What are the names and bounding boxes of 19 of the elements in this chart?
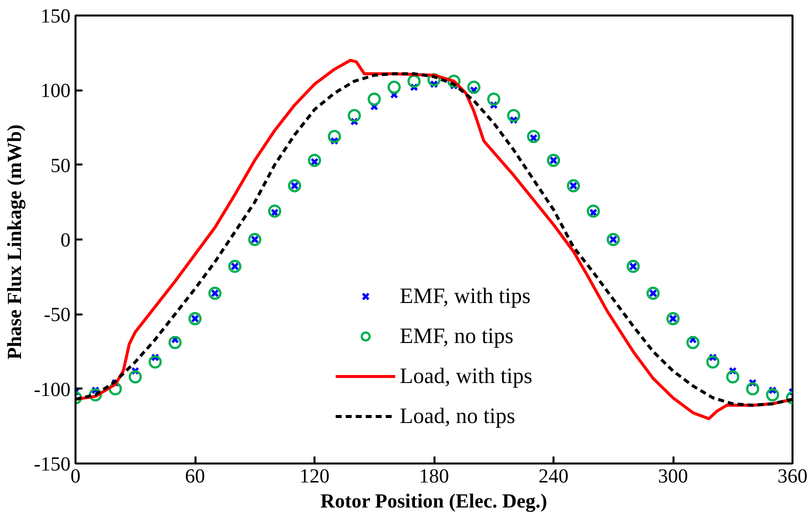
x-tick-label: 60 (185, 466, 205, 488)
x-tick-label: 360 (778, 466, 808, 488)
legend-label: Load, no tips (400, 402, 516, 430)
y-tick-label: 50 (50, 154, 70, 177)
y-tick-label: 100 (40, 80, 70, 102)
legend-label: EMF, with tips (400, 282, 531, 310)
y-axis-title: Phase Flux Linkage (mWb) (4, 124, 26, 360)
y-tick-label: 0 (60, 230, 70, 252)
y-tick-label: -100 (34, 378, 71, 401)
x-axis-title: Rotor Position (Elec. Deg.) (320, 490, 548, 512)
y-tick-label: -150 (34, 454, 71, 476)
legend-label: Load, with tips (400, 362, 532, 390)
x-tick-label: 180 (419, 466, 449, 488)
legend-label: EMF, no tips (400, 322, 514, 350)
x-tick-label: 240 (538, 466, 568, 488)
y-tick-label: -50 (44, 304, 71, 326)
x-tick-label: 120 (300, 466, 330, 488)
x-tick-label: 300 (658, 466, 688, 488)
y-tick-label: 150 (40, 6, 70, 28)
